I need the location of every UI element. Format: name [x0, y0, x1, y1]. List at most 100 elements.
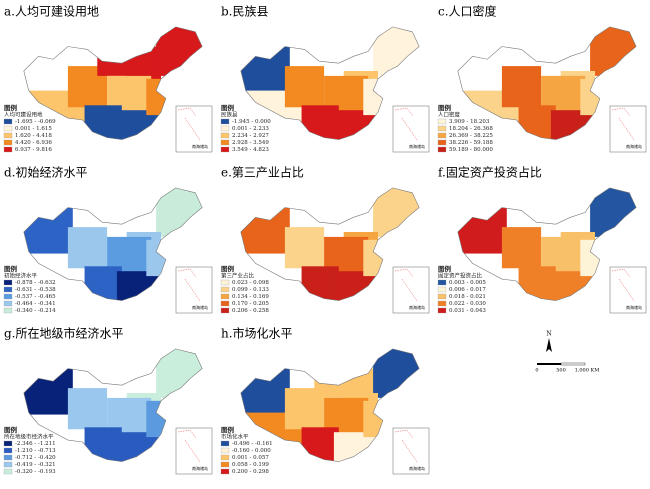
legend-label: -0.712 - -0.420: [15, 455, 56, 461]
legend-title: 人均可建设用地: [4, 111, 43, 119]
scale-label: 0: [535, 368, 538, 374]
legend-swatch: [3, 146, 13, 153]
inset-coast: [394, 107, 418, 141]
scale-label: 1,000 KM: [575, 368, 600, 374]
legend-label: 3.909 - 18.203: [449, 119, 490, 125]
legend-label: 3.549 - 4.823: [232, 147, 269, 153]
legend-label: 0.200 - 0.298: [232, 469, 269, 475]
region: [373, 348, 420, 398]
region: [116, 271, 171, 301]
legend-label: 1.620 - 4.418: [15, 133, 52, 139]
legend-heading: 图例: [221, 103, 235, 112]
legend-heading: 图例: [438, 103, 452, 112]
inset-frame: [175, 266, 213, 314]
legend-swatch: [220, 293, 230, 300]
legend-label: 59.189 - 80.000: [449, 147, 493, 153]
region: [550, 271, 605, 301]
legend-label: -0.496 - -0.161: [232, 441, 273, 447]
legend-swatch: [437, 139, 447, 146]
legend-label: -0.631 - -0.538: [15, 287, 56, 293]
legend-label: 26.369 - 38.225: [449, 133, 493, 139]
region: [457, 202, 507, 254]
legend-title: 民族县: [221, 111, 238, 119]
inset-label: 南海诸岛: [626, 143, 642, 149]
legend-heading: 图例: [4, 264, 18, 273]
legend-swatch: [3, 468, 13, 475]
legend-title: 初始经济水平: [4, 272, 38, 280]
inset-label: 南海诸岛: [409, 143, 425, 149]
inset-label: 南海诸岛: [626, 304, 642, 310]
region: [240, 202, 290, 254]
legend-label: 0.170 - 0.205: [232, 301, 269, 307]
legend-label: 0.001 - 0.057: [232, 455, 269, 461]
legend-label: 38.226 - 59.188: [449, 140, 493, 146]
legend-swatch: [3, 454, 13, 461]
legend-label: 0.023 - 0.098: [232, 280, 269, 286]
region: [67, 388, 108, 430]
scale-bar: [537, 363, 561, 365]
legend-label: 2.234 - 2.927: [232, 133, 269, 139]
inset-frame: [609, 266, 647, 314]
legend-swatch: [437, 132, 447, 139]
legend-label: 4.420 - 6.936: [15, 140, 52, 146]
legend-swatch: [3, 447, 13, 454]
legend-heading: 图例: [221, 425, 235, 434]
region: [156, 26, 203, 76]
legend-label: -0.340 - -0.214: [15, 308, 56, 314]
legend-label: 0.022 - 0.030: [449, 301, 486, 307]
region: [240, 363, 290, 415]
legend-title: 所在地级市经济水平: [4, 433, 54, 441]
panel-title: d.初始经济水平: [4, 165, 88, 180]
legend-swatch: [220, 279, 230, 286]
scale-bar: [560, 362, 586, 366]
region: [590, 26, 637, 76]
legend-label: -0.160 - 0.000: [232, 448, 271, 454]
legend-label: 0.001 - 2.233: [232, 126, 269, 132]
inset-coast: [177, 268, 201, 302]
legend-label: -1.945 - 0.000: [232, 119, 271, 125]
legend-label: -1.695 - -0.069: [15, 119, 56, 125]
legend-swatch: [220, 300, 230, 307]
region: [284, 66, 325, 108]
legend-swatch: [220, 139, 230, 146]
legend-swatch: [3, 461, 13, 468]
region: [373, 26, 420, 76]
inset-coast: [611, 268, 635, 302]
legend-heading: 图例: [438, 264, 452, 273]
panel-title: f.固定资产投资占比: [438, 165, 542, 180]
panel-title: h.市场化水平: [221, 326, 293, 341]
region: [333, 110, 388, 140]
inset-label: 南海诸岛: [192, 304, 208, 310]
legend-label: 0.134 - 0.169: [232, 294, 269, 300]
inset-coast: [177, 107, 201, 141]
legend-swatch: [437, 293, 447, 300]
region: [67, 227, 108, 269]
legend-swatch: [3, 118, 13, 125]
north-arrow: [546, 338, 552, 352]
legend-label: -0.537 - -0.465: [15, 294, 56, 300]
legend-label: 0.031 - 0.043: [449, 308, 486, 314]
legend-swatch: [437, 307, 447, 314]
panel-title: g.所在地级市经济水平: [4, 326, 124, 341]
region: [240, 41, 290, 93]
legend-swatch: [3, 286, 13, 293]
legend-swatch: [220, 447, 230, 454]
legend-swatch: [3, 307, 13, 314]
legend-label: -0.419 - -0.321: [15, 462, 56, 468]
legend-label: 0.001 - 1.615: [15, 126, 52, 132]
china-map: [23, 187, 203, 302]
region-group: [23, 187, 203, 301]
legend-label: -0.320 - -0.193: [15, 469, 56, 475]
inset-frame: [392, 427, 430, 475]
region: [23, 363, 73, 415]
legend-label: 0.003 - 0.005: [449, 280, 486, 286]
